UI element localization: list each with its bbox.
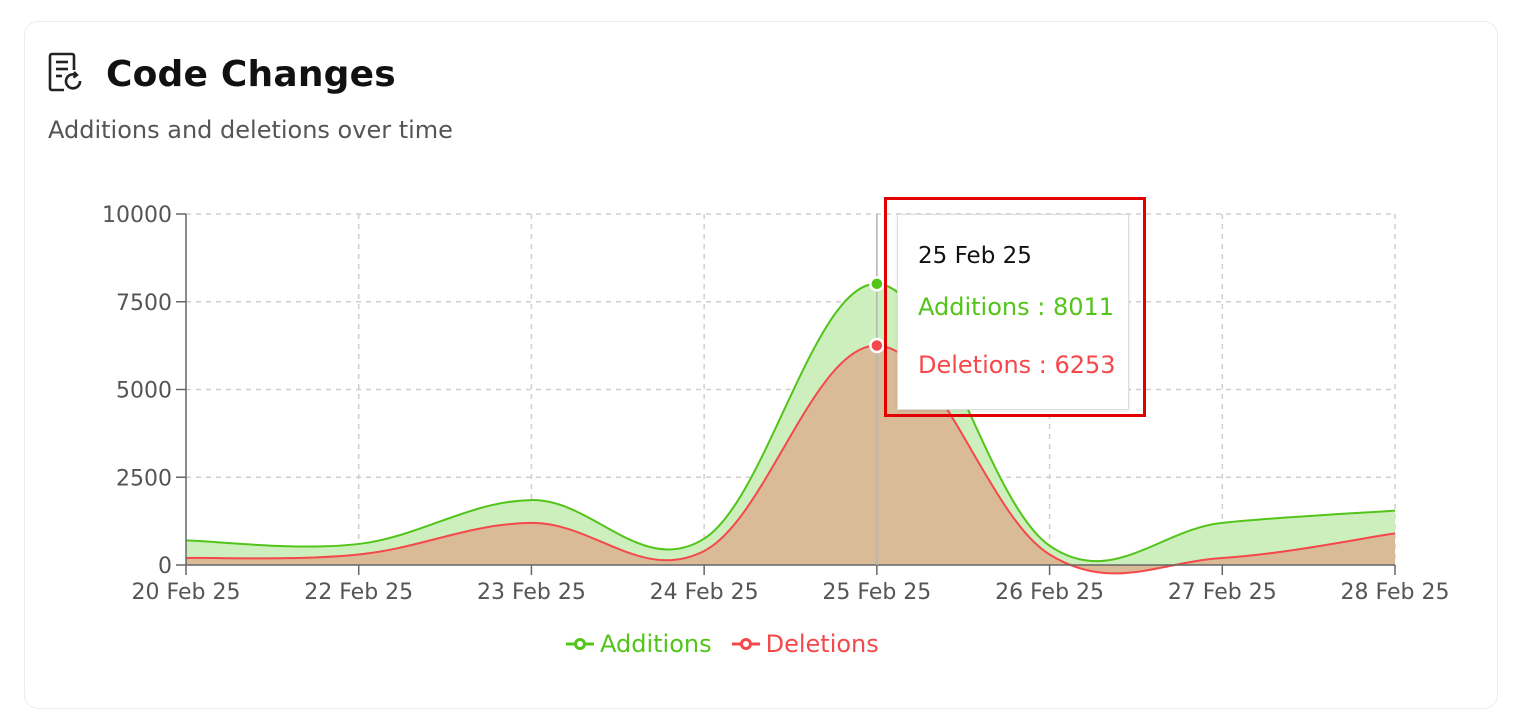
chart-legend: Additions Deletions [566,630,879,658]
y-tick-label: 0 [158,554,172,579]
tooltip-additions: Additions : 8011 [918,293,1115,321]
legend-marker-deletions [731,638,760,650]
point-additions-hover [869,276,885,292]
x-tick-label: 26 Feb 25 [995,580,1104,605]
y-tick-label: 7500 [116,291,172,316]
chart-card [24,21,1498,709]
x-tick-label: 28 Feb 25 [1341,580,1450,605]
chart-subtitle: Additions and deletions over time [48,116,453,144]
chart-header: Code Changes [48,52,396,96]
legend-label-deletions: Deletions [765,630,879,658]
area-additions [186,283,1395,565]
line-deletions [185,344,1396,575]
x-tick-label: 24 Feb 25 [650,580,759,605]
chart-points [869,214,885,565]
chart-areas [185,282,1396,575]
chart-tooltip: 25 Feb 25 Additions : 8011 Deletions : 6… [897,214,1129,410]
x-tick-label: 20 Feb 25 [132,580,241,605]
x-tick-label: 22 Feb 25 [304,580,413,605]
chart-tick-labels: 0 2500 5000 7500 10000 20 Feb 25 22 Feb 25 23 F… [102,203,1449,605]
chart-title: Code Changes [106,53,396,95]
document-refresh-icon [48,52,84,96]
line-additions [185,282,1396,563]
legend-item-deletions[interactable]: Deletions [731,630,879,658]
y-tick-label: 10000 [102,203,172,228]
y-tick-label: 5000 [116,379,172,404]
point-deletions-hover [869,337,885,354]
x-tick-label: 23 Feb 25 [477,580,586,605]
tooltip-deletions: Deletions : 6253 [918,351,1116,379]
legend-item-additions[interactable]: Additions [566,630,712,658]
y-tick-label: 2500 [116,466,172,491]
x-tick-label: 25 Feb 25 [822,580,931,605]
chart-axes [176,213,1396,575]
x-tick-label: 27 Feb 25 [1168,580,1277,605]
legend-marker-additions [566,638,594,650]
legend-label-additions: Additions [600,630,712,658]
area-deletions [186,345,1395,574]
tooltip-date: 25 Feb 25 [918,243,1032,269]
